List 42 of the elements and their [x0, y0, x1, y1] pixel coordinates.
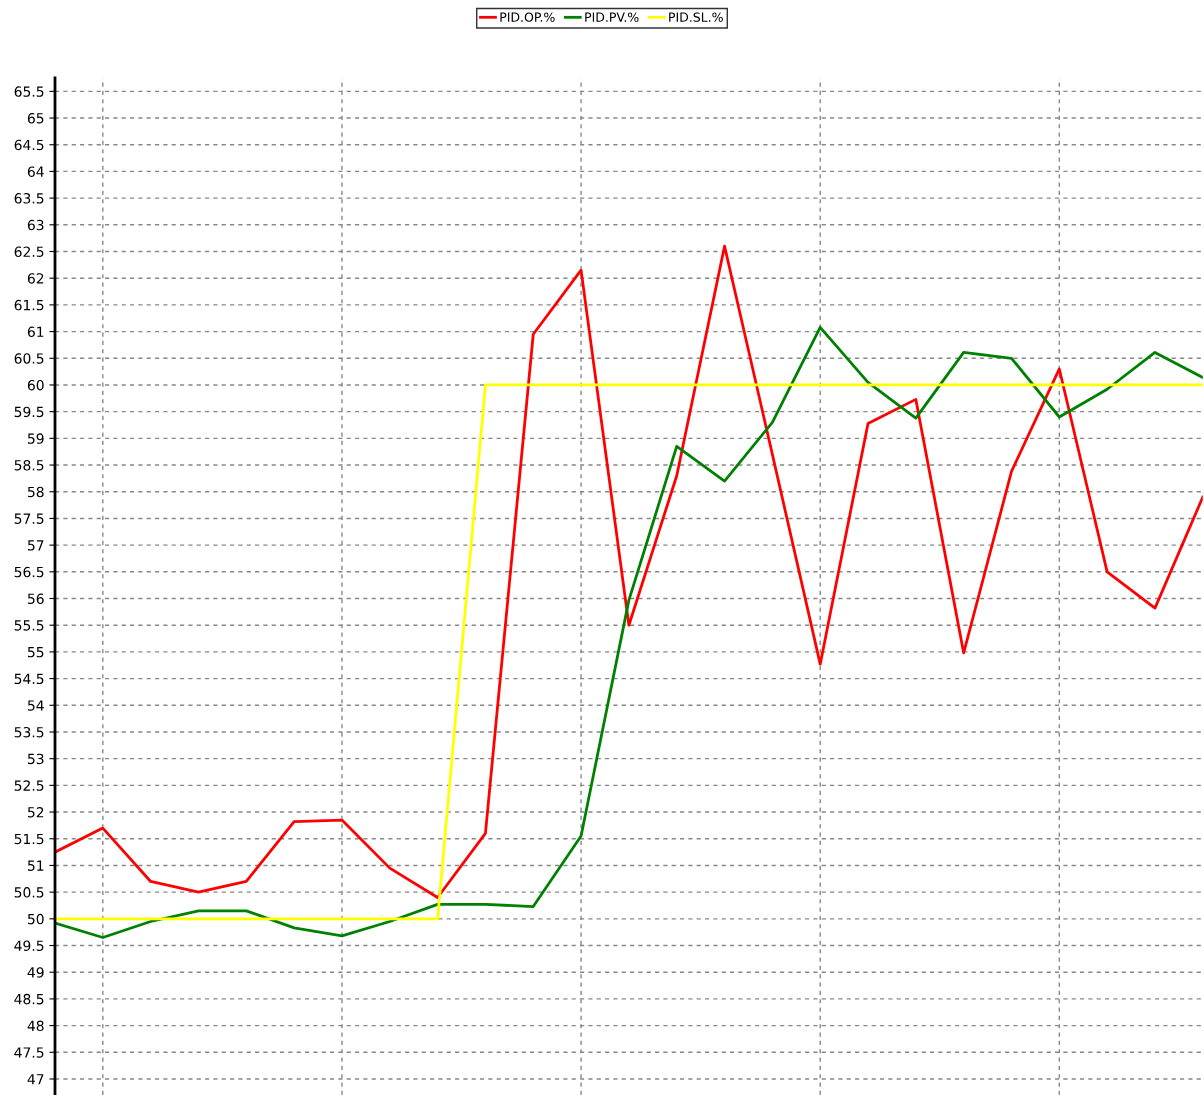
y-tick-label: 61.5: [14, 299, 44, 311]
y-tick-label: 48: [27, 1020, 44, 1032]
y-tick-label: 49.5: [14, 940, 44, 951]
y-tick-label: 59: [27, 433, 44, 444]
line-series: [55, 244, 1203, 899]
y-tick-label: 52: [27, 807, 44, 818]
y-tick-label: 53: [27, 753, 44, 765]
y-tick-label: 62: [27, 273, 44, 284]
y-tick-label: 52.5: [14, 780, 44, 791]
y-tick-label: 57.5: [14, 513, 44, 524]
y-tick-label: 60: [27, 379, 44, 391]
y-tick-label: 56.5: [14, 566, 44, 578]
y-tick-label: 49: [27, 967, 44, 978]
y-tick-label: 51.5: [14, 833, 44, 845]
legend-label: PID.PV.%: [585, 12, 639, 22]
y-tick-label: 65.5: [14, 86, 44, 97]
y-tick-label: 63: [27, 219, 44, 231]
y-tick-label: 51: [27, 860, 44, 871]
y-tick-label: 65: [27, 113, 44, 124]
y-tick-label: 63.5: [14, 193, 44, 204]
y-tick-label: 61: [27, 326, 44, 338]
y-tick-label: 64.5: [14, 139, 44, 151]
legend-label: PID.SL.%: [669, 12, 723, 22]
y-tick-label: 60.5: [14, 353, 44, 364]
y-tick-label: 58: [27, 486, 44, 498]
y-tick-label: 54.5: [14, 673, 44, 685]
y-tick-label: 55.5: [14, 620, 44, 631]
y-tick-label: 56: [27, 593, 44, 604]
y-tick-label: 64: [27, 166, 44, 177]
y-tick-label: 55: [27, 647, 44, 658]
y-tick-label: 50.5: [14, 887, 44, 898]
y-tick-label: 62.5: [14, 246, 44, 257]
y-tick-label: 47.5: [14, 1047, 44, 1058]
y-tick-label: 54: [27, 700, 44, 711]
y-tick-label: 50: [27, 913, 44, 925]
y-tick-label: 59.5: [14, 406, 44, 418]
y-tick-label: 48.5: [14, 993, 44, 1005]
y-tick-label: 57: [27, 540, 44, 551]
legend-label: PID.OP.%: [500, 12, 555, 22]
y-tick-label: 47: [27, 1074, 44, 1085]
y-tick-label: 58.5: [14, 460, 44, 471]
y-tick-label: 53.5: [14, 726, 44, 738]
